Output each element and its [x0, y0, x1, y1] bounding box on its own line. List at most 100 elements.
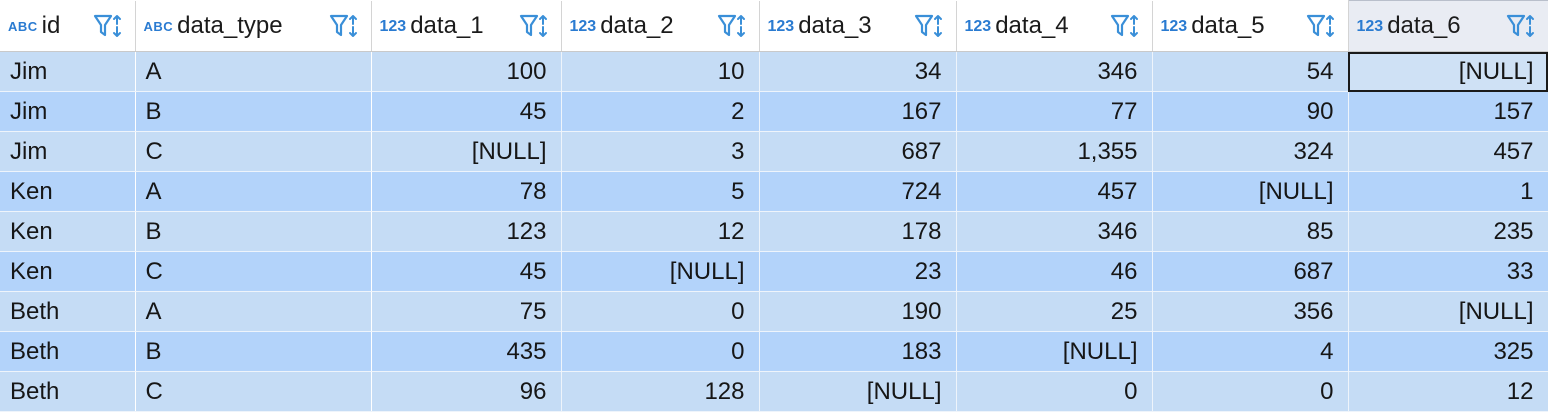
cell-data-type[interactable]: B — [135, 91, 372, 132]
cell-data-2[interactable]: 5 — [561, 171, 760, 212]
table-row[interactable]: Ken C 45 [NULL] 23 46 687 33 — [0, 251, 1548, 292]
cell-data-1[interactable]: 96 — [371, 371, 562, 412]
cell-id[interactable]: Ken — [0, 211, 136, 252]
cell-data-4[interactable]: 1,355 — [956, 131, 1153, 172]
cell-data-type[interactable]: A — [135, 51, 372, 92]
filter-sort-icon[interactable] — [1506, 13, 1538, 39]
cell-data-3[interactable]: 23 — [759, 251, 957, 292]
table-row[interactable]: Beth A 75 0 190 25 356 [NULL] — [0, 291, 1548, 332]
cell-data-6[interactable]: 157 — [1348, 91, 1548, 132]
column-header-data-2[interactable]: 123 data_2 — [561, 0, 760, 52]
filter-sort-icon[interactable] — [93, 13, 125, 39]
cell-data-type[interactable]: C — [135, 131, 372, 172]
cell-data-1[interactable]: [NULL] — [371, 131, 562, 172]
cell-data-3[interactable]: [NULL] — [759, 371, 957, 412]
cell-data-2[interactable]: 0 — [561, 291, 760, 332]
cell-id[interactable]: Beth — [0, 331, 136, 372]
cell-data-5[interactable]: 0 — [1152, 371, 1349, 412]
cell-data-4[interactable]: [NULL] — [956, 331, 1153, 372]
cell-data-type[interactable]: C — [135, 371, 372, 412]
column-type-badge: 123 — [767, 17, 795, 35]
cell-data-4[interactable]: 25 — [956, 291, 1153, 332]
cell-data-3[interactable]: 183 — [759, 331, 957, 372]
table-row[interactable]: Jim B 45 2 167 77 90 157 — [0, 91, 1548, 132]
cell-data-3[interactable]: 687 — [759, 131, 957, 172]
cell-data-1[interactable]: 78 — [371, 171, 562, 212]
column-header-data-5[interactable]: 123 data_5 — [1152, 0, 1349, 52]
cell-id[interactable]: Ken — [0, 171, 136, 212]
cell-data-6[interactable]: 12 — [1348, 371, 1548, 412]
cell-data-6[interactable]: 325 — [1348, 331, 1548, 372]
column-name: data_4 — [995, 11, 1069, 39]
cell-data-5[interactable]: 90 — [1152, 91, 1349, 132]
table-row[interactable]: Jim C [NULL] 3 687 1,355 324 457 — [0, 131, 1548, 172]
cell-data-5[interactable]: 54 — [1152, 51, 1349, 92]
cell-data-3[interactable]: 724 — [759, 171, 957, 212]
table-row[interactable]: Beth B 435 0 183 [NULL] 4 325 — [0, 331, 1548, 372]
cell-data-2[interactable]: 0 — [561, 331, 760, 372]
cell-id[interactable]: Beth — [0, 371, 136, 412]
cell-data-2[interactable]: 10 — [561, 51, 760, 92]
cell-data-type[interactable]: C — [135, 251, 372, 292]
cell-data-2[interactable]: 128 — [561, 371, 760, 412]
cell-data-1[interactable]: 45 — [371, 91, 562, 132]
cell-data-4[interactable]: 46 — [956, 251, 1153, 292]
cell-data-5[interactable]: 85 — [1152, 211, 1349, 252]
table-row[interactable]: Ken B 123 12 178 346 85 235 — [0, 211, 1548, 252]
cell-data-1[interactable]: 100 — [371, 51, 562, 92]
cell-data-5[interactable]: 324 — [1152, 131, 1349, 172]
cell-data-type[interactable]: B — [135, 211, 372, 252]
column-header-data-3[interactable]: 123 data_3 — [759, 0, 957, 52]
cell-data-1[interactable]: 75 — [371, 291, 562, 332]
table-row[interactable]: Jim A 100 10 34 346 54 [NULL] — [0, 51, 1548, 92]
cell-id[interactable]: Ken — [0, 251, 136, 292]
cell-data-type[interactable]: B — [135, 331, 372, 372]
cell-data-4[interactable]: 77 — [956, 91, 1153, 132]
cell-data-3[interactable]: 34 — [759, 51, 957, 92]
cell-id[interactable]: Jim — [0, 131, 136, 172]
cell-data-3[interactable]: 190 — [759, 291, 957, 332]
cell-data-3[interactable]: 178 — [759, 211, 957, 252]
filter-sort-icon[interactable] — [519, 13, 551, 39]
cell-data-1[interactable]: 123 — [371, 211, 562, 252]
filter-sort-icon[interactable] — [329, 13, 361, 39]
cell-data-4[interactable]: 457 — [956, 171, 1153, 212]
column-header-id[interactable]: ABC id — [0, 0, 136, 52]
column-header-data-1[interactable]: 123 data_1 — [371, 0, 562, 52]
cell-data-2[interactable]: 12 — [561, 211, 760, 252]
cell-data-6[interactable]: 457 — [1348, 131, 1548, 172]
cell-data-6[interactable]: [NULL] — [1348, 51, 1548, 92]
cell-data-2[interactable]: 2 — [561, 91, 760, 132]
cell-data-2[interactable]: 3 — [561, 131, 760, 172]
filter-sort-icon[interactable] — [914, 13, 946, 39]
cell-data-6[interactable]: 1 — [1348, 171, 1548, 212]
cell-data-1[interactable]: 45 — [371, 251, 562, 292]
cell-data-1[interactable]: 435 — [371, 331, 562, 372]
cell-data-3[interactable]: 167 — [759, 91, 957, 132]
column-header-data-4[interactable]: 123 data_4 — [956, 0, 1153, 52]
cell-data-4[interactable]: 346 — [956, 51, 1153, 92]
column-header-data-6[interactable]: 123 data_6 — [1347, 0, 1548, 52]
cell-id[interactable]: Beth — [0, 291, 136, 332]
cell-data-4[interactable]: 346 — [956, 211, 1153, 252]
filter-sort-icon[interactable] — [717, 13, 749, 39]
cell-data-6[interactable]: [NULL] — [1348, 291, 1548, 332]
column-name: data_6 — [1387, 12, 1461, 39]
cell-data-type[interactable]: A — [135, 291, 372, 332]
table-row[interactable]: Ken A 78 5 724 457 [NULL] 1 — [0, 171, 1548, 212]
column-header-data-type[interactable]: ABC data_type — [135, 0, 372, 52]
cell-data-6[interactable]: 235 — [1348, 211, 1548, 252]
table-row[interactable]: Beth C 96 128 [NULL] 0 0 12 — [0, 371, 1548, 412]
cell-data-5[interactable]: 356 — [1152, 291, 1349, 332]
cell-id[interactable]: Jim — [0, 91, 136, 132]
cell-data-4[interactable]: 0 — [956, 371, 1153, 412]
cell-data-5[interactable]: 4 — [1152, 331, 1349, 372]
cell-data-5[interactable]: 687 — [1152, 251, 1349, 292]
cell-id[interactable]: Jim — [0, 51, 136, 92]
cell-data-2[interactable]: [NULL] — [561, 251, 760, 292]
cell-data-type[interactable]: A — [135, 171, 372, 212]
cell-data-6[interactable]: 33 — [1348, 251, 1548, 292]
cell-data-5[interactable]: [NULL] — [1152, 171, 1349, 212]
filter-sort-icon[interactable] — [1110, 13, 1142, 39]
filter-sort-icon[interactable] — [1306, 13, 1338, 39]
